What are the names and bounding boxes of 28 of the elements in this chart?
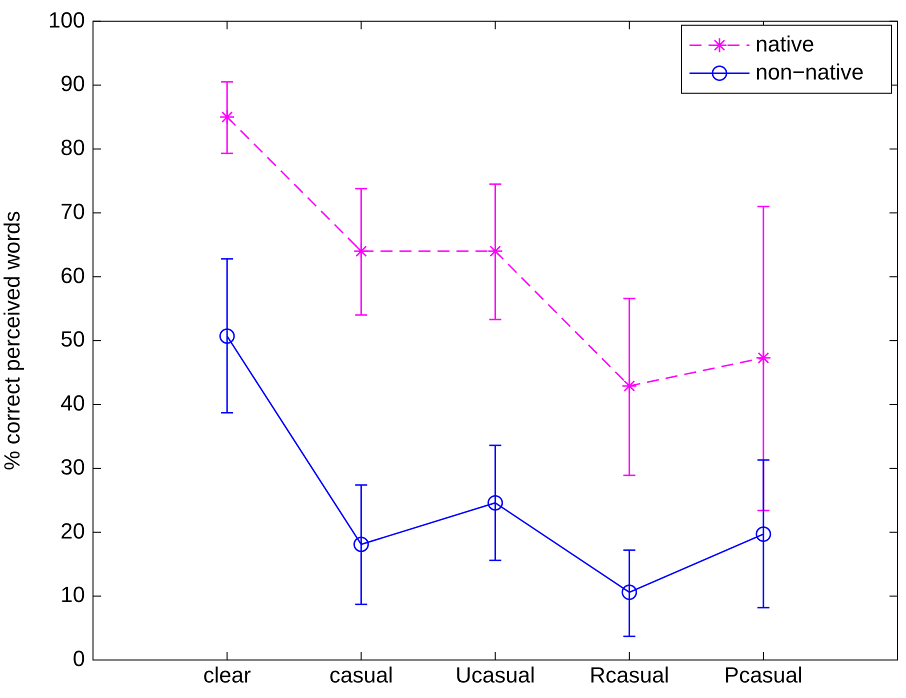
point <box>219 109 235 125</box>
point <box>622 378 638 394</box>
point <box>219 328 235 344</box>
y-tick-label: 20 <box>60 518 85 544</box>
point <box>756 526 772 542</box>
y-tick-label: 80 <box>60 135 85 160</box>
y-axis-title: % correct perceived words <box>0 210 24 470</box>
x-tick-label: Rcasual <box>590 662 670 688</box>
point <box>756 350 772 366</box>
point <box>488 495 503 511</box>
y-tick-label: 60 <box>60 262 85 288</box>
y-tick-label: 10 <box>60 582 85 608</box>
y-tick-label: 70 <box>60 198 85 224</box>
x-tick-label: casual <box>329 662 393 688</box>
x-tick-label: Pcasual <box>724 662 803 688</box>
x-tick-label: clear <box>203 662 251 688</box>
point <box>353 536 369 552</box>
point <box>353 243 369 259</box>
y-tick-label: 90 <box>60 71 85 96</box>
y-tick-label: 30 <box>60 454 85 480</box>
y-tick-label: 0 <box>72 646 85 672</box>
y-tick-label: 100 <box>48 7 85 32</box>
legend-label: native <box>756 31 814 56</box>
legend-label: non−native <box>756 59 864 84</box>
point <box>622 584 638 600</box>
x-tick-label: Ucasual <box>456 662 535 688</box>
y-tick-label: 40 <box>60 390 85 416</box>
y-tick-label: 50 <box>60 326 85 352</box>
